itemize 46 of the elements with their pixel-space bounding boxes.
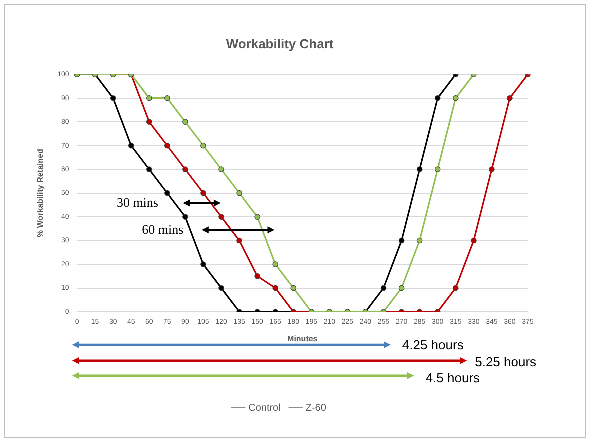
point bbox=[182, 166, 188, 172]
point bbox=[128, 142, 134, 149]
legend-label: Control bbox=[248, 402, 281, 414]
point bbox=[254, 273, 260, 280]
chart-title: Workability Chart bbox=[226, 36, 334, 52]
text: 4.5 hours bbox=[426, 370, 480, 386]
point bbox=[398, 238, 405, 244]
point bbox=[254, 214, 260, 220]
point bbox=[452, 95, 459, 102]
point bbox=[200, 142, 206, 149]
point bbox=[164, 190, 170, 196]
point bbox=[489, 166, 495, 172]
point bbox=[218, 214, 224, 220]
point bbox=[398, 285, 405, 292]
point bbox=[272, 285, 278, 292]
point bbox=[236, 238, 242, 244]
point bbox=[272, 262, 278, 268]
x-axis-title: Minutes bbox=[288, 334, 318, 344]
point bbox=[182, 119, 188, 125]
legend-label: Z-60 bbox=[306, 402, 327, 414]
y-axis-title: % Workability Retained bbox=[36, 149, 46, 238]
annotation: 30 mins bbox=[116, 195, 158, 212]
point bbox=[146, 166, 152, 172]
text: 5.25 hours bbox=[475, 354, 537, 370]
point bbox=[471, 238, 477, 244]
point bbox=[507, 95, 513, 102]
point bbox=[218, 166, 224, 172]
point bbox=[218, 285, 224, 292]
point bbox=[380, 285, 387, 292]
point bbox=[416, 238, 423, 244]
point bbox=[434, 95, 441, 102]
point bbox=[164, 95, 170, 102]
point bbox=[290, 285, 297, 292]
point bbox=[452, 285, 459, 292]
point bbox=[182, 214, 188, 220]
point bbox=[146, 119, 152, 125]
point bbox=[236, 190, 242, 196]
point bbox=[200, 262, 206, 268]
point bbox=[110, 95, 116, 102]
point bbox=[416, 166, 423, 172]
annotation: 60 mins bbox=[142, 222, 184, 238]
point bbox=[434, 166, 441, 172]
point bbox=[164, 142, 170, 149]
point bbox=[146, 95, 152, 102]
text: 4.25 hours bbox=[402, 337, 464, 352]
point bbox=[200, 190, 206, 196]
